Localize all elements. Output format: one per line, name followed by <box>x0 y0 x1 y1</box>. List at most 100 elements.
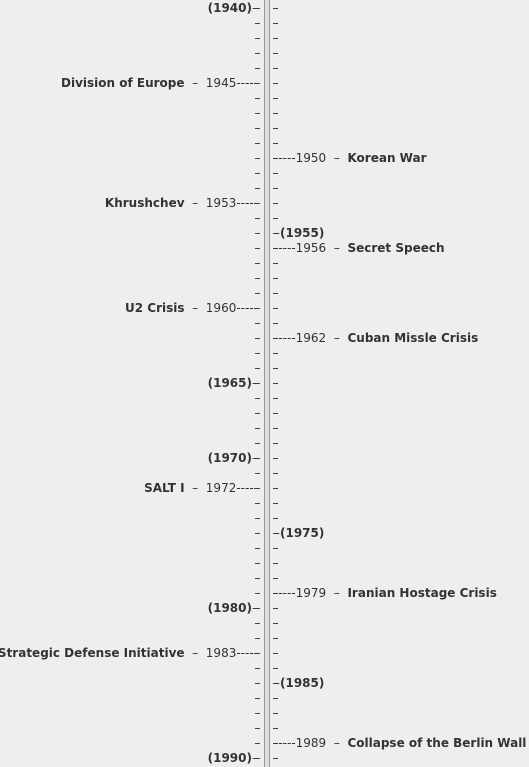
event-year: 1956 <box>295 241 327 255</box>
year-tick <box>255 653 260 654</box>
year-tick <box>273 548 278 549</box>
year-tick <box>273 593 278 594</box>
year-tick <box>273 83 278 84</box>
year-marker: (1940)– <box>207 1 258 15</box>
year-tick <box>273 443 278 444</box>
year-tick <box>255 503 260 504</box>
event-label: Collapse of the Berlin Wall <box>347 736 527 750</box>
year-tick <box>273 353 278 354</box>
year-tick <box>273 713 278 714</box>
year-tick <box>255 218 260 219</box>
year-tick <box>273 8 278 9</box>
event-year: 1989 <box>295 736 327 750</box>
year-tick <box>273 38 278 39</box>
year-tick <box>273 608 278 609</box>
event-year: 1945 <box>205 76 237 90</box>
year-marker-label: (1975) <box>280 526 325 540</box>
event-year: 1960 <box>205 301 237 315</box>
year-tick <box>255 398 260 399</box>
year-marker-label: (1955) <box>280 226 325 240</box>
year-tick <box>255 308 260 309</box>
timeline-event[interactable]: SALT I – 1972----- <box>144 481 258 495</box>
year-tick <box>273 383 278 384</box>
year-tick <box>255 608 260 609</box>
event-label: Secret Speech <box>347 241 445 255</box>
year-tick <box>255 518 260 519</box>
event-label: Strategic Defense Initiative <box>0 646 185 660</box>
year-tick <box>273 23 278 24</box>
event-label: SALT I <box>144 481 185 495</box>
year-tick <box>255 623 260 624</box>
timeline-event[interactable]: Strategic Defense Initiative – 1983----- <box>0 646 258 660</box>
year-tick <box>273 653 278 654</box>
event-year: 1962 <box>295 331 327 345</box>
year-tick <box>255 473 260 474</box>
year-tick <box>273 68 278 69</box>
year-marker-label: (1940) <box>207 1 252 15</box>
year-tick <box>273 428 278 429</box>
year-marker: (1970)– <box>207 451 258 465</box>
year-tick <box>273 143 278 144</box>
timeline-event[interactable]: Division of Europe – 1945----- <box>61 76 258 90</box>
year-tick <box>255 173 260 174</box>
year-tick <box>273 518 278 519</box>
year-tick <box>255 338 260 339</box>
timeline-event[interactable]: -----1962 – Cuban Missle Crisis <box>274 331 479 345</box>
event-year: 1979 <box>295 586 327 600</box>
timeline-event[interactable]: Khrushchev – 1953----- <box>104 196 258 210</box>
year-tick <box>255 53 260 54</box>
year-tick <box>273 173 278 174</box>
year-marker-label: (1970) <box>207 451 252 465</box>
timeline-event[interactable]: -----1956 – Secret Speech <box>274 241 445 255</box>
year-tick <box>255 83 260 84</box>
timeline-event[interactable]: -----1950 – Korean War <box>274 151 427 165</box>
year-tick <box>273 668 278 669</box>
year-tick <box>273 293 278 294</box>
year-tick <box>255 698 260 699</box>
year-marker: –(1985) <box>274 676 325 690</box>
year-marker-label: (1965) <box>207 376 252 390</box>
year-tick <box>255 488 260 489</box>
year-tick <box>255 233 260 234</box>
year-tick <box>255 533 260 534</box>
year-tick <box>273 98 278 99</box>
year-tick <box>273 278 278 279</box>
year-tick <box>255 428 260 429</box>
timeline-event[interactable]: -----1979 – Iranian Hostage Crisis <box>274 586 497 600</box>
year-tick <box>273 338 278 339</box>
year-tick <box>255 23 260 24</box>
timeline-event[interactable]: U2 Crisis – 1960----- <box>125 301 258 315</box>
year-tick <box>255 128 260 129</box>
event-label: Khrushchev <box>104 196 185 210</box>
year-tick <box>273 473 278 474</box>
year-tick <box>273 683 278 684</box>
year-tick <box>255 413 260 414</box>
year-tick <box>255 293 260 294</box>
year-tick <box>255 443 260 444</box>
year-tick <box>255 548 260 549</box>
year-tick <box>273 533 278 534</box>
year-tick <box>273 413 278 414</box>
timeline-event[interactable]: -----1989 – Collapse of the Berlin Wall <box>274 736 527 750</box>
year-marker: (1965)– <box>207 376 258 390</box>
year-tick <box>255 728 260 729</box>
event-label: U2 Crisis <box>125 301 185 315</box>
year-tick <box>255 263 260 264</box>
year-tick <box>273 188 278 189</box>
year-tick <box>273 578 278 579</box>
year-tick <box>255 38 260 39</box>
year-tick <box>255 758 260 759</box>
year-tick <box>273 743 278 744</box>
year-tick <box>255 323 260 324</box>
year-tick <box>255 563 260 564</box>
year-tick <box>255 188 260 189</box>
event-year: 1972 <box>205 481 237 495</box>
year-tick <box>273 128 278 129</box>
year-tick <box>273 248 278 249</box>
year-marker-label: (1985) <box>280 676 325 690</box>
timeline-axis[interactable] <box>264 0 270 767</box>
year-tick <box>273 563 278 564</box>
year-tick <box>255 68 260 69</box>
year-tick <box>273 308 278 309</box>
year-tick <box>273 398 278 399</box>
